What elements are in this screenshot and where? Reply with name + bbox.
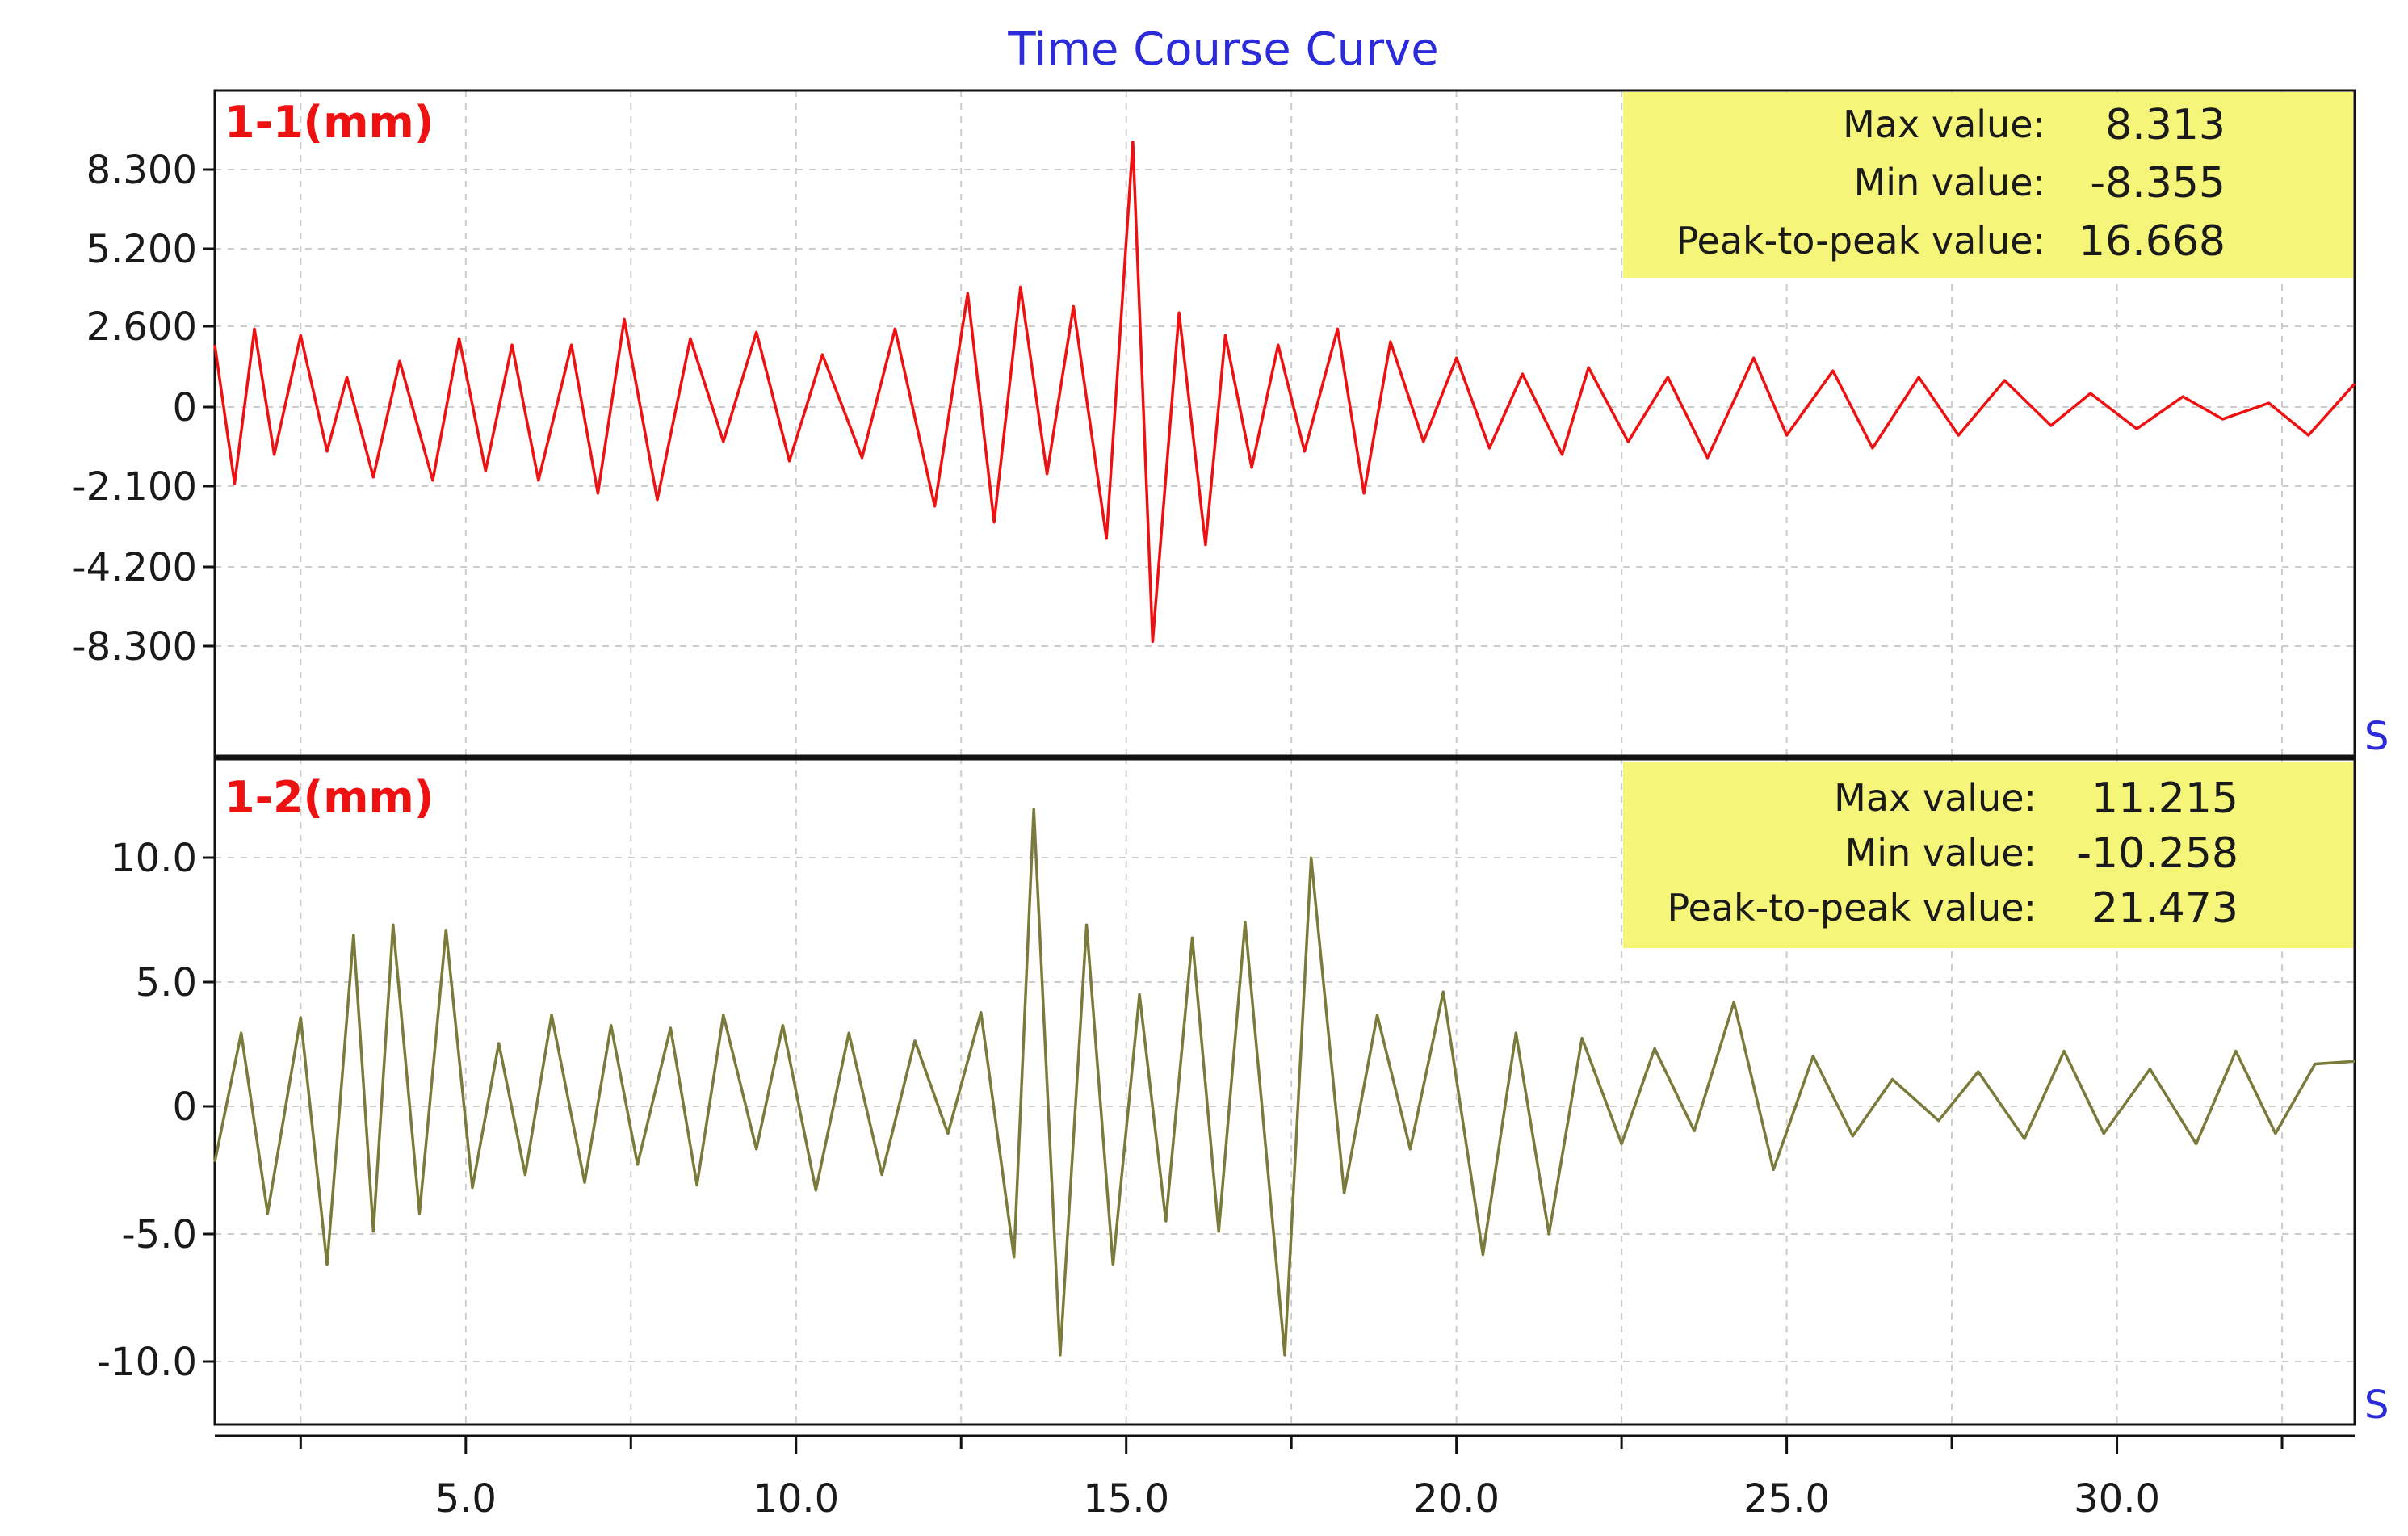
panel-2-stats-box bbox=[1623, 762, 2353, 948]
panel-2-max-label: Max value: bbox=[1834, 776, 2037, 820]
panel-1-min-value: -8.355 bbox=[2090, 159, 2226, 208]
chart-title: Time Course Curve bbox=[1007, 23, 1438, 76]
x-tick-label: 20.0 bbox=[1413, 1476, 1500, 1521]
panel-1-stats-box bbox=[1623, 92, 2353, 278]
panel-2-y-axis: 10.0 5.0 0 -5.0 -10.0 bbox=[97, 836, 215, 1385]
y-tick-label: -8.300 bbox=[72, 624, 197, 669]
y-tick-label: 0 bbox=[172, 1085, 197, 1130]
panel-2-p2p-value: 21.473 bbox=[2091, 884, 2238, 933]
panel-2-min-label: Min value: bbox=[1845, 831, 2037, 875]
y-tick-label: 2.600 bbox=[86, 304, 197, 350]
series-line-1-1 bbox=[213, 141, 2356, 644]
x-tick-label: 5.0 bbox=[435, 1476, 497, 1521]
panel-2-max-value: 11.215 bbox=[2091, 774, 2238, 823]
panel-1-2: 10.0 5.0 0 -5.0 -10.0 1-2(mm) Max value: Min… bbox=[97, 754, 2389, 1428]
y-tick-label: 10.0 bbox=[111, 836, 197, 881]
panel-1-y-axis: 8.300 5.200 2.600 0 -2.100 -4.200 -8.300 bbox=[72, 148, 215, 669]
y-tick-label: -4.200 bbox=[72, 545, 197, 590]
x-tick-label: 15.0 bbox=[1083, 1476, 1169, 1521]
panel-1-max-value: 8.313 bbox=[2105, 101, 2226, 149]
y-tick-label: -2.100 bbox=[72, 464, 197, 510]
x-axis: 5.0 10.0 15.0 20.0 25.0 30.0 bbox=[215, 1434, 2355, 1521]
panel-1-label: 1-1(mm) bbox=[224, 97, 434, 148]
panel-2-label: 1-2(mm) bbox=[224, 772, 434, 823]
panel-2-min-value: -10.258 bbox=[2076, 829, 2238, 878]
y-tick-label: -10.0 bbox=[97, 1340, 197, 1385]
x-tick-label: 30.0 bbox=[2074, 1476, 2160, 1521]
panel-1-1: 8.300 5.200 2.600 0 -2.100 -4.200 -8.300 1-1(m… bbox=[72, 89, 2389, 759]
y-tick-label: -5.0 bbox=[121, 1212, 197, 1257]
series-line-1-2 bbox=[213, 808, 2356, 1357]
y-tick-label: 0 bbox=[172, 385, 197, 430]
x-tick-label: 25.0 bbox=[1743, 1476, 1830, 1521]
panel-1-x-unit: S bbox=[2364, 714, 2389, 759]
panel-2-p2p-label: Peak-to-peak value: bbox=[1667, 886, 2037, 930]
panel-1-p2p-value: 16.668 bbox=[2079, 217, 2226, 266]
x-tick-label: 10.0 bbox=[753, 1476, 839, 1521]
y-tick-label: 5.0 bbox=[136, 960, 197, 1005]
y-tick-label: 8.300 bbox=[86, 148, 197, 193]
panel-1-p2p-label: Peak-to-peak value: bbox=[1676, 219, 2045, 262]
y-tick-label: 5.200 bbox=[86, 227, 197, 272]
panel-1-max-label: Max value: bbox=[1843, 103, 2045, 146]
panel-1-min-label: Min value: bbox=[1854, 161, 2045, 204]
panel-2-x-unit: S bbox=[2364, 1383, 2389, 1428]
